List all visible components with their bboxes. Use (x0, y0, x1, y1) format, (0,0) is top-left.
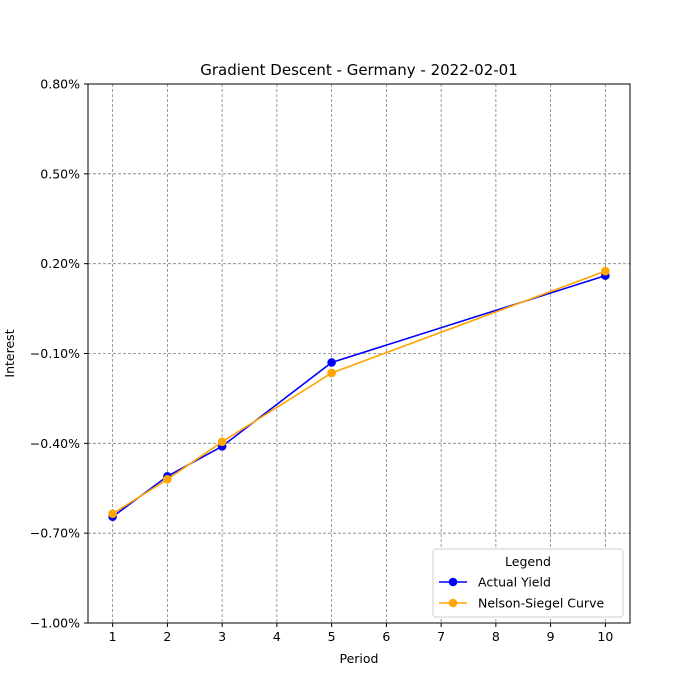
chart-title: Gradient Descent - Germany - 2022-02-01 (200, 61, 518, 79)
legend-box (432, 548, 624, 618)
y-tick-label: 0.80% (40, 77, 80, 92)
y-tick-label: −0.10% (30, 346, 80, 361)
legend-marker (448, 598, 458, 608)
data-point (327, 358, 336, 367)
y-tick-label: 0.50% (40, 166, 80, 181)
legend-label: Actual Yield (478, 575, 551, 590)
series-2 (108, 266, 610, 519)
x-axis: 1 2 3 4 5 6 7 8 9 10 (109, 623, 613, 644)
y-axis-label: Interest (2, 329, 17, 377)
series-layer (108, 266, 610, 521)
x-tick-label: 6 (382, 629, 390, 644)
y-tick-label: −1.00% (30, 616, 80, 631)
x-tick-label: 4 (273, 629, 281, 644)
y-tick-label: 0.20% (40, 256, 80, 271)
series-line (112, 274, 606, 518)
data-point (601, 266, 610, 276)
x-tick-label: 2 (163, 629, 171, 644)
legend-label: Nelson-Siegel Curve (478, 596, 604, 611)
x-tick-label: 10 (597, 629, 613, 644)
legend-title: Legend (505, 554, 551, 569)
data-point (327, 368, 336, 378)
y-tick-label: −0.70% (30, 526, 80, 541)
y-axis: −1.00% −0.70% −0.40% −0.10% 0.20% 0.50% 0.80% (30, 77, 88, 631)
legend: Legend Actual Yield Nelson-Siegel Curve (432, 548, 624, 618)
legend-marker (448, 577, 458, 587)
series-line (112, 270, 606, 515)
x-tick-label: 1 (109, 629, 117, 644)
y-tick-label: −0.40% (30, 436, 80, 451)
x-tick-label: 7 (437, 629, 445, 644)
x-axis-label: Period (340, 651, 379, 666)
legend-entry: Nelson-Siegel Curve (439, 596, 604, 611)
x-tick-label: 3 (218, 629, 226, 644)
x-tick-label: 9 (547, 629, 555, 644)
x-tick-label: 5 (328, 629, 336, 644)
data-point (217, 437, 227, 447)
data-point (108, 509, 117, 519)
x-tick-label: 8 (492, 629, 500, 644)
series-1 (108, 271, 610, 521)
legend-entry: Actual Yield (439, 575, 551, 590)
data-point (163, 474, 172, 484)
